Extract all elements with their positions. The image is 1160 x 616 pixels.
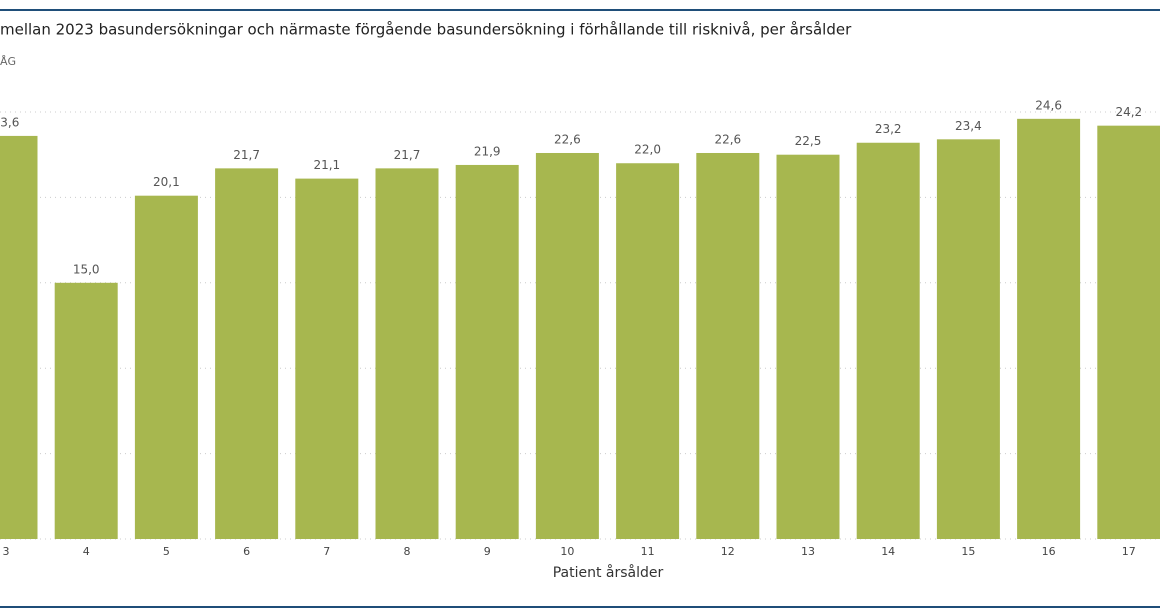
- value-label: 21,9: [474, 144, 501, 158]
- bar: [856, 142, 920, 539]
- x-tick-label: 5: [163, 545, 170, 558]
- bar: [215, 168, 279, 539]
- bar: [1017, 118, 1081, 539]
- x-axis-label: Patient årsålder: [553, 564, 664, 581]
- x-tick-label: 15: [961, 545, 975, 558]
- value-label: 22,5: [795, 134, 822, 148]
- x-tick-label: 8: [404, 545, 411, 558]
- value-label: 22,6: [554, 132, 581, 146]
- bar: [455, 164, 519, 539]
- value-label: 24,2: [1115, 105, 1142, 119]
- x-tick-label: 4: [83, 545, 90, 558]
- x-tick-label: 12: [721, 545, 735, 558]
- x-tick-label: 3: [3, 545, 10, 558]
- bar: [696, 152, 760, 539]
- value-label: 23,4: [955, 119, 982, 133]
- x-tick-label: 7: [323, 545, 330, 558]
- bar: [936, 139, 1000, 539]
- x-tick-label: 11: [641, 545, 655, 558]
- value-label: 22,6: [714, 132, 741, 146]
- value-label: 15,0: [73, 262, 100, 276]
- value-label: 21,1: [313, 158, 340, 172]
- value-label: 20,1: [153, 175, 180, 189]
- x-tick-label: 16: [1042, 545, 1056, 558]
- bar: [295, 178, 359, 539]
- bar: [54, 282, 118, 539]
- bar: [134, 195, 198, 539]
- x-tick-label: 14: [881, 545, 895, 558]
- bar: [776, 154, 840, 539]
- bar: [616, 163, 680, 540]
- chart-subtitle: ÅG: [0, 55, 16, 68]
- x-tick-label: 9: [484, 545, 491, 558]
- value-label: 21,7: [233, 148, 260, 162]
- x-tick-label: 10: [560, 545, 574, 558]
- bar: [375, 168, 439, 539]
- value-label: 21,7: [394, 148, 421, 162]
- bar: [0, 135, 38, 540]
- x-tick-label: 6: [243, 545, 250, 558]
- value-label: 23,2: [875, 122, 902, 136]
- value-label: 22,0: [634, 143, 661, 157]
- value-label: 23,6: [0, 115, 19, 129]
- x-tick-label: 13: [801, 545, 815, 558]
- chart-title: mellan 2023 basundersökningar och närmas…: [0, 21, 852, 39]
- x-tick-label: 17: [1122, 545, 1136, 558]
- value-label: 24,6: [1035, 98, 1062, 112]
- bar: [1097, 125, 1160, 539]
- bar: [535, 152, 599, 539]
